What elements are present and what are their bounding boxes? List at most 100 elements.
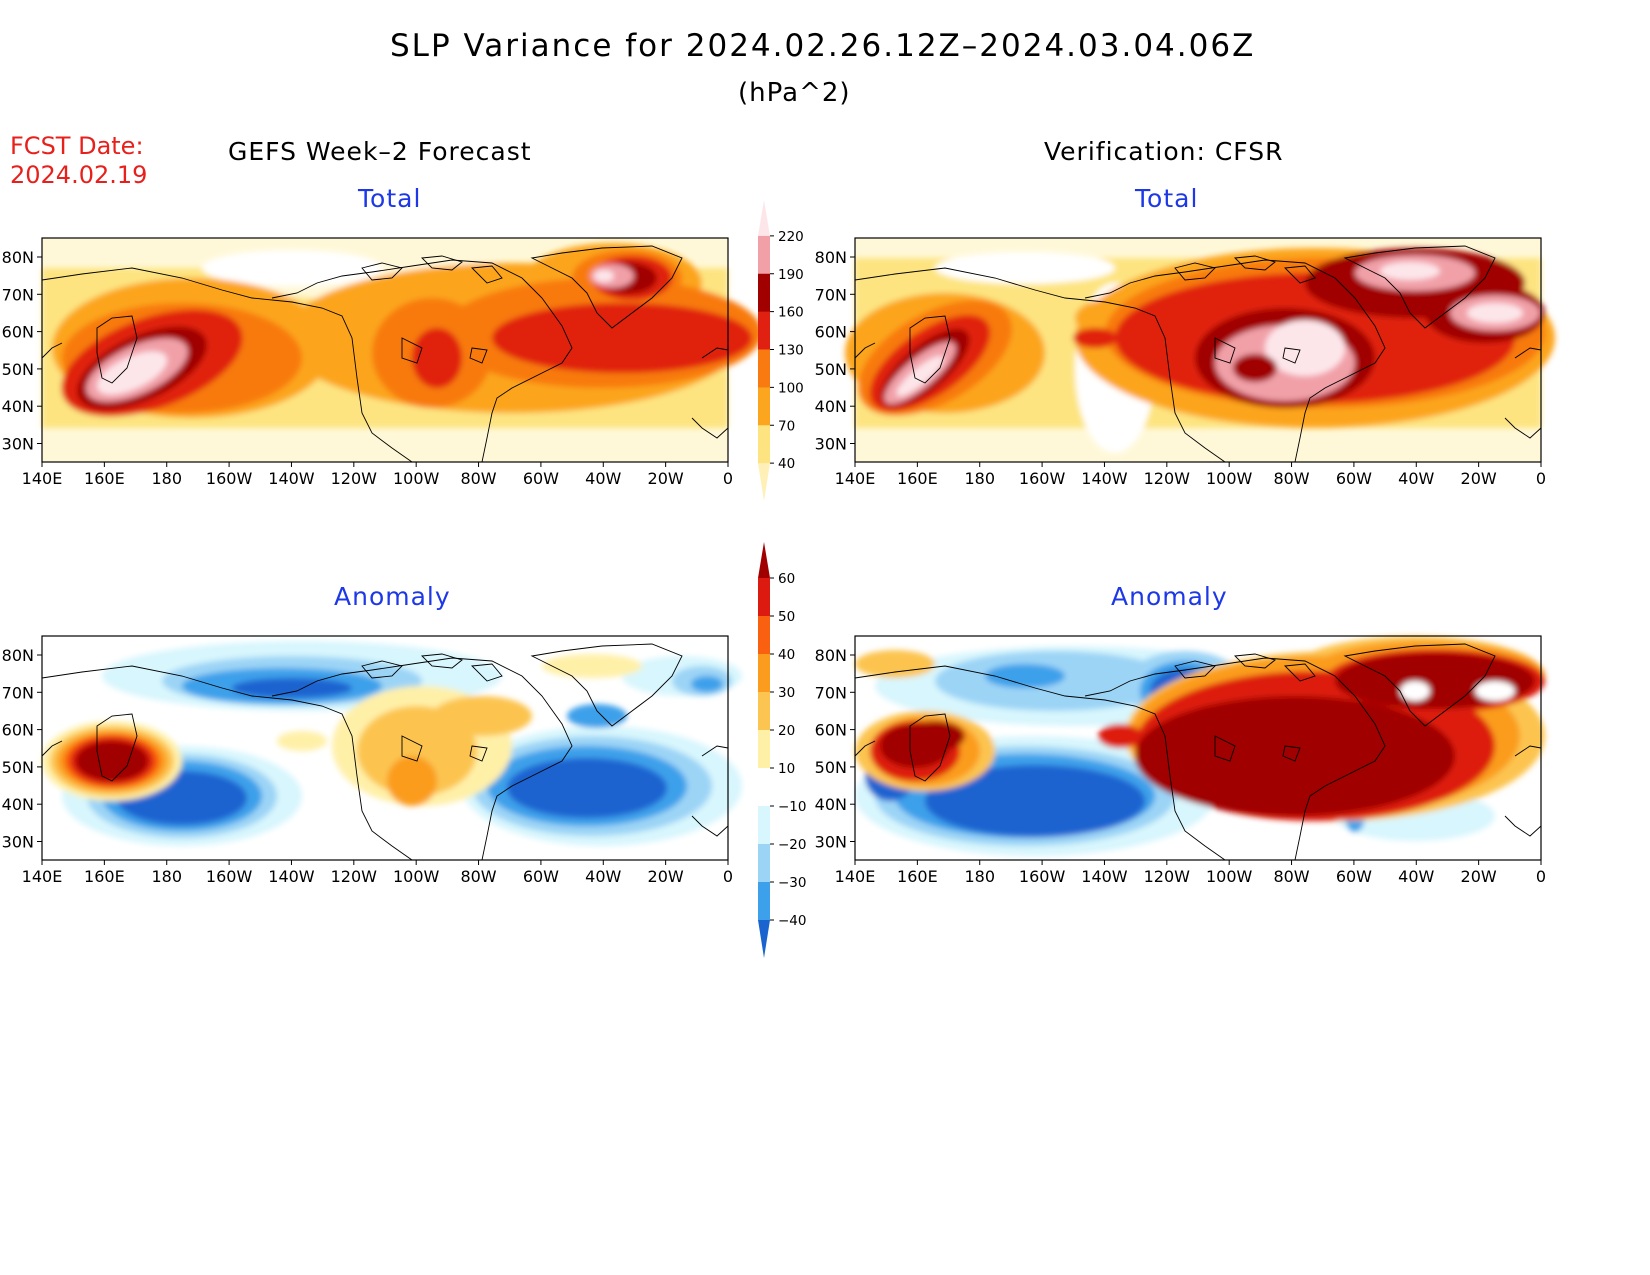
lon-tick-label: 60W <box>523 469 559 488</box>
colorbar-swatch <box>758 654 770 693</box>
lon-tick-label: 40W <box>585 867 621 886</box>
colorbar-arrow-bottom <box>758 463 770 501</box>
lat-tick-label: 70N <box>815 683 847 702</box>
lon-tick-label: 60W <box>1336 469 1372 488</box>
lon-tick-label: 100W <box>1206 867 1253 886</box>
lon-tick-label: 40W <box>1398 469 1434 488</box>
lon-tick-label: 100W <box>393 469 440 488</box>
colorbar-tick-label: 60 <box>778 571 795 587</box>
lat-tick-label: 70N <box>2 285 34 304</box>
map-gefs-anomaly: 140E 160E 180 160W 140W 120W 100W 80W 60W 40W 20W 0… <box>0 628 760 902</box>
map-cfsr-anomaly: 140E 160E 180 160W 140W 120W 100W 80W 60W 40W 20W 0… <box>813 628 1573 902</box>
colorbar-arrow-bottom <box>758 920 770 958</box>
units-label: (hPa^2) <box>738 78 851 108</box>
lon-tick-label: 120W <box>1144 469 1191 488</box>
colorbar-swatch <box>758 387 770 426</box>
lat-tick-label: 50N <box>2 758 34 777</box>
lon-tick-label: 180 <box>151 867 182 886</box>
colorbar-swatch <box>758 844 770 883</box>
map-cfsr-total: 140E 160E 180 160W 140W 120W 100W 80W 60W 40W 20W 0… <box>813 230 1573 504</box>
lon-tick-label: 140E <box>835 469 876 488</box>
lon-tick-label: 20W <box>1461 867 1497 886</box>
colorbar-arrow-top <box>758 542 770 578</box>
lat-tick-label: 30N <box>815 833 847 852</box>
lon-tick-label: 160E <box>897 867 938 886</box>
lon-tick-label: 180 <box>151 469 182 488</box>
lon-tick-label: 80W <box>460 867 496 886</box>
lon-tick-label: 140W <box>1081 469 1128 488</box>
colorbar-tick-label: 190 <box>778 267 804 283</box>
lat-tick-label: 30N <box>2 435 34 454</box>
colorbar-tick-label: −10 <box>778 799 807 815</box>
colorbar-swatch <box>758 578 770 617</box>
colorbar-swatch <box>758 730 770 769</box>
colorbar-total: 220 190 160 130 100 70 40 <box>748 198 818 512</box>
panel-label-anomaly-left: Anomaly <box>334 582 451 611</box>
colorbar-tick-label: −40 <box>778 913 807 929</box>
colorbar-swatch <box>758 425 770 464</box>
lon-tick-label: 0 <box>723 469 733 488</box>
colorbar-tick-label: 30 <box>778 685 795 701</box>
lat-tick-label: 50N <box>815 360 847 379</box>
lat-tick-label: 80N <box>2 646 34 665</box>
lat-tick-label: 60N <box>2 721 34 740</box>
colorbar-swatch <box>758 806 770 845</box>
lon-tick-label: 100W <box>393 867 440 886</box>
lon-tick-label: 40W <box>585 469 621 488</box>
lon-tick-label: 20W <box>648 469 684 488</box>
lat-tick-label: 50N <box>815 758 847 777</box>
lon-tick-label: 140E <box>22 469 63 488</box>
lon-tick-label: 160W <box>1019 469 1066 488</box>
lat-tick-label: 40N <box>2 795 34 814</box>
lon-tick-label: 40W <box>1398 867 1434 886</box>
lon-tick-label: 100W <box>1206 469 1253 488</box>
colorbar-tick-label: 20 <box>778 723 795 739</box>
lon-tick-label: 80W <box>1273 867 1309 886</box>
lon-tick-label: 0 <box>1536 469 1546 488</box>
right-column-title: Verification: CFSR <box>1044 137 1284 166</box>
colorbar-tick-label: 50 <box>778 609 795 625</box>
colorbar-swatch <box>758 882 770 921</box>
lon-tick-label: 140W <box>268 469 315 488</box>
colorbar-tick-label: 160 <box>778 305 804 321</box>
lat-tick-label: 40N <box>815 397 847 416</box>
panel-label-anomaly-right: Anomaly <box>1111 582 1228 611</box>
lon-tick-label: 180 <box>964 867 995 886</box>
left-column-title: GEFS Week–2 Forecast <box>228 137 532 166</box>
lon-tick-label: 160E <box>897 469 938 488</box>
colorbar-swatch <box>758 273 770 313</box>
lat-tick-label: 50N <box>2 360 34 379</box>
fcst-date-label: FCST Date: <box>10 132 144 160</box>
colorbar-swatch <box>758 349 770 388</box>
lon-tick-label: 20W <box>648 867 684 886</box>
lon-tick-label: 20W <box>1461 469 1497 488</box>
colorbar-tick-label: 10 <box>778 761 795 777</box>
lat-tick-label: 60N <box>815 323 847 342</box>
lat-tick-label: 60N <box>2 323 34 342</box>
lon-tick-label: 160W <box>1019 867 1066 886</box>
main-title: SLP Variance for 2024.02.26.12Z–2024.03.… <box>390 28 1256 64</box>
lon-tick-label: 140W <box>1081 867 1128 886</box>
lat-tick-label: 80N <box>815 646 847 665</box>
colorbar-swatch <box>758 235 770 275</box>
colorbar-tick-label: 70 <box>778 418 795 434</box>
panel-label-total-right: Total <box>1135 184 1199 213</box>
lon-tick-label: 160W <box>206 469 253 488</box>
map-gefs-total: 140E 160E 180 160W 140W 120W 100W 80W 60W 40W 20W 0… <box>0 230 762 504</box>
lon-tick-label: 160E <box>84 469 125 488</box>
lon-tick-label: 140E <box>835 867 876 886</box>
colorbar-swatch <box>758 692 770 731</box>
colorbar-swatch <box>758 311 770 350</box>
lon-tick-label: 140W <box>268 867 315 886</box>
lat-tick-label: 30N <box>815 435 847 454</box>
lat-tick-label: 80N <box>2 248 34 267</box>
colorbar-arrow-top <box>758 200 770 236</box>
lon-tick-label: 160E <box>84 867 125 886</box>
lat-tick-label: 40N <box>2 397 34 416</box>
colorbar-tick-label: −20 <box>778 837 807 853</box>
lon-tick-label: 60W <box>523 867 559 886</box>
lon-tick-label: 180 <box>964 469 995 488</box>
lat-tick-label: 70N <box>815 285 847 304</box>
colorbar-swatch <box>758 768 770 807</box>
lon-tick-label: 120W <box>331 867 378 886</box>
